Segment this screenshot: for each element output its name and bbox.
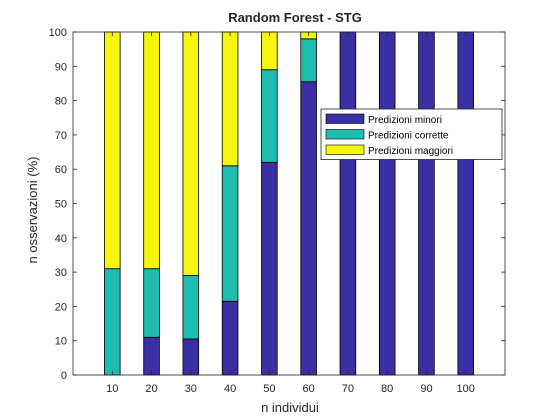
y-tick-label: 30 (55, 267, 67, 279)
x-tick-label: 70 (342, 383, 354, 395)
bar-80-series-0 (378, 31, 396, 376)
y-tick-label: 80 (55, 96, 67, 108)
x-axis-label: n individui (261, 400, 319, 415)
y-tick-label: 100 (49, 27, 67, 39)
bar-50-series-2 (261, 31, 278, 71)
x-tick-label: 10 (106, 383, 118, 395)
y-tick-label: 50 (55, 199, 67, 211)
y-axis-label: n osservazioni (%) (25, 157, 40, 264)
bar-20-series-1 (143, 268, 160, 338)
legend-label-0: Predizioni minori (368, 115, 442, 126)
y-tick-label: 90 (55, 61, 67, 73)
x-tick-label: 50 (263, 383, 275, 395)
x-tick-label: 80 (381, 383, 393, 395)
bar-70-series-0 (339, 31, 357, 376)
x-tick-label: 30 (185, 383, 197, 395)
y-tick-label: 40 (55, 233, 67, 245)
bar-40-series-0 (221, 300, 239, 376)
legend-label-2: Predizioni maggiori (368, 146, 453, 157)
bar-50-series-0 (261, 161, 278, 376)
plot-frame (72, 31, 506, 376)
legend-swatch-0 (325, 113, 365, 124)
x-tick-label: 60 (303, 383, 315, 395)
x-tick-label: 90 (420, 383, 432, 395)
y-tick-label: 10 (55, 336, 67, 348)
legend-label-1: Predizioni corrette (368, 131, 449, 142)
bar-30-series-0 (182, 338, 200, 376)
bar-30-series-1 (182, 275, 200, 340)
legend-swatch-1 (325, 129, 365, 140)
bar-20-series-0 (143, 336, 160, 376)
x-tick-label: 20 (145, 383, 157, 395)
bar-30-series-2 (182, 31, 200, 276)
y-tick-label: 60 (55, 164, 67, 176)
y-tick-label: 70 (55, 130, 67, 142)
axes-group: 0 10 20 30 40 50 60 70 80 90 100 10 20 30 40 50 60 70 80 90… (49, 27, 506, 395)
x-tick-label: 100 (457, 383, 475, 395)
bar-10-series-2 (104, 31, 121, 270)
bars-group (104, 31, 474, 376)
x-tick-label: 40 (224, 383, 236, 395)
bar-20-series-2 (143, 31, 160, 270)
bar-40-series-1 (221, 165, 239, 302)
legend: Predizioni minori Predizioni corrette Pred… (320, 108, 503, 160)
bar-50-series-1 (261, 69, 278, 163)
y-tick-label: 0 (61, 370, 67, 382)
bar-100-series-0 (457, 31, 474, 376)
bar-60-series-1 (300, 38, 317, 83)
chart-title: Random Forest - STG (228, 10, 362, 25)
legend-swatch-2 (325, 144, 365, 155)
bar-40-series-2 (221, 31, 239, 167)
bar-10-series-1 (104, 268, 121, 376)
bar-60-series-0 (300, 81, 317, 376)
y-tick-label: 20 (55, 301, 67, 313)
bar-90-series-0 (418, 31, 435, 376)
